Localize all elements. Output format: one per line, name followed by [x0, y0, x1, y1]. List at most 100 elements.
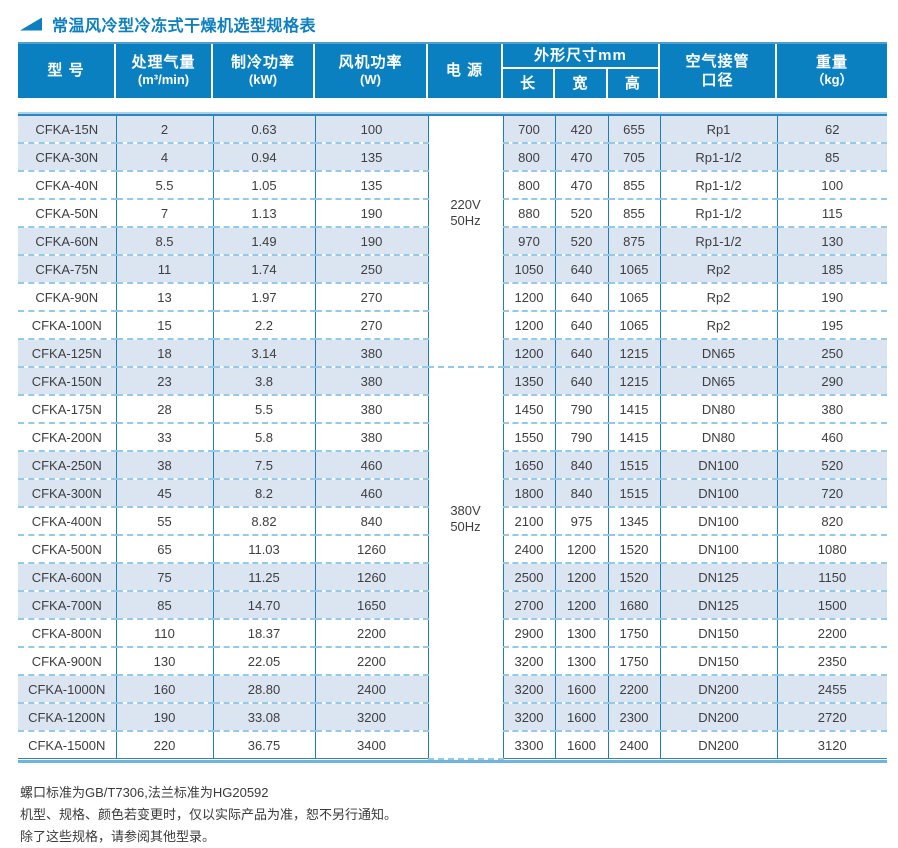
fan-cell: 135 [315, 171, 429, 200]
dimensions-subheaders: 长 宽 高 [503, 69, 658, 98]
fan-cell: 380 [315, 367, 429, 396]
airflow-cell: 8.5 [116, 227, 214, 256]
pipe-cell: Rp1-1/2 [660, 227, 778, 256]
col-header-pipe-label1: 空气接管 [685, 52, 750, 70]
height-cell: 705 [608, 143, 661, 172]
model-cell: CFKA-900N [18, 647, 117, 676]
pipe-cell: DN65 [660, 367, 778, 396]
col-header-model-label: 型 号 [47, 62, 85, 80]
width-cell: 790 [555, 395, 609, 424]
length-cell: 2900 [503, 619, 556, 648]
weight-cell: 1080 [777, 535, 887, 564]
table-row: CFKA-300N 45 8.2 460 1800 840 1515 DN100 720 [18, 479, 887, 508]
weight-cell: 250 [777, 339, 887, 368]
pipe-cell: DN125 [660, 591, 778, 620]
height-cell: 1065 [608, 311, 661, 340]
width-cell: 1600 [555, 703, 609, 732]
fan-cell: 190 [315, 199, 429, 228]
height-cell: 1215 [608, 339, 661, 368]
table-row: CFKA-400N 55 8.82 840 2100 975 1345 DN100 820 [18, 507, 887, 536]
model-cell: CFKA-50N [18, 199, 117, 228]
cooling-cell: 0.63 [213, 115, 316, 144]
weight-cell: 85 [777, 143, 887, 172]
airflow-cell: 15 [116, 311, 214, 340]
power-supply-label: 220V [450, 197, 481, 212]
spec-table-area: 型 号 处理气量 (m³/min) 制冷功率 (kW) 风机功率 (W) 电 源… [18, 42, 887, 763]
weight-cell: 2455 [777, 675, 887, 704]
weight-cell: 100 [777, 171, 887, 200]
fan-cell: 3400 [315, 731, 429, 759]
model-cell: CFKA-175N [18, 395, 117, 424]
footnote-catalog: 除了这些规格，请参阅其他型录。 [20, 828, 216, 844]
pipe-cell: DN200 [660, 731, 778, 759]
fan-cell: 460 [315, 479, 429, 508]
airflow-cell: 28 [116, 395, 214, 424]
airflow-cell: 7 [116, 199, 214, 228]
col-header-fan-unit: (W) [360, 72, 381, 88]
model-cell: CFKA-700N [18, 591, 117, 620]
cooling-cell: 18.37 [213, 619, 316, 648]
height-cell: 2400 [608, 731, 661, 759]
cooling-cell: 11.03 [213, 535, 316, 564]
fan-cell: 190 [315, 227, 429, 256]
pipe-cell: DN80 [660, 423, 778, 452]
height-cell: 1750 [608, 647, 661, 676]
model-cell: CFKA-100N [18, 311, 117, 340]
cooling-cell: 1.13 [213, 199, 316, 228]
weight-cell: 460 [777, 423, 887, 452]
airflow-cell: 190 [116, 703, 214, 732]
cooling-cell: 28.80 [213, 675, 316, 704]
table-row: CFKA-90N 13 1.97 270 1200 640 1065 Rp2 190 [18, 283, 887, 312]
width-cell: 1200 [555, 591, 609, 620]
col-header-power-label: 电 源 [445, 62, 484, 80]
width-cell: 470 [555, 143, 609, 172]
power-supply-cell: 220V 50Hz [428, 115, 504, 368]
model-cell: CFKA-15N [18, 115, 117, 144]
table-header: 型 号 处理气量 (m³/min) 制冷功率 (kW) 风机功率 (W) 电 源… [18, 42, 887, 98]
col-header-model: 型 号 [18, 44, 116, 98]
cooling-cell: 33.08 [213, 703, 316, 732]
col-header-pipe: 空气接管 口径 [660, 44, 777, 98]
table-row: CFKA-800N 110 18.37 2200 2900 1300 1750 DN150 22… [18, 619, 887, 648]
pipe-cell: DN65 [660, 339, 778, 368]
cooling-cell: 3.8 [213, 367, 316, 396]
power-supply-label: 50Hz [450, 518, 481, 534]
model-cell: CFKA-90N [18, 283, 117, 312]
table-row: CFKA-900N 130 22.05 2200 3200 1300 1750 DN150 23… [18, 647, 887, 676]
table-row: CFKA-60N 8.5 1.49 190 970 520 875 Rp1-1/2 130 [18, 227, 887, 256]
height-cell: 1215 [608, 367, 661, 396]
length-cell: 1550 [503, 423, 556, 452]
weight-cell: 62 [777, 115, 887, 144]
col-header-fan: 风机功率 (W) [315, 44, 428, 98]
pipe-cell: DN200 [660, 675, 778, 704]
weight-cell: 195 [777, 311, 887, 340]
table-row: CFKA-100N 15 2.2 270 1200 640 1065 Rp2 195 [18, 311, 887, 340]
height-cell: 1515 [608, 451, 661, 480]
power-supply-label: 380V [450, 502, 481, 518]
cooling-cell: 0.94 [213, 143, 316, 172]
table-row: CFKA-175N 28 5.5 380 1450 790 1415 DN80 380 [18, 395, 887, 424]
pipe-cell: DN200 [660, 703, 778, 732]
pipe-cell: DN100 [660, 451, 778, 480]
col-header-cooling-label: 制冷功率 [230, 53, 295, 71]
model-cell: CFKA-200N [18, 423, 117, 452]
fan-cell: 100 [315, 115, 429, 144]
fan-cell: 840 [315, 507, 429, 536]
length-cell: 3200 [503, 647, 556, 676]
weight-cell: 520 [777, 451, 887, 480]
weight-cell: 130 [777, 227, 887, 256]
pipe-cell: Rp2 [660, 311, 778, 340]
col-header-dimensions: 外形尺寸mm 长 宽 高 [503, 44, 660, 98]
model-cell: CFKA-1200N [18, 703, 117, 732]
fan-cell: 380 [315, 395, 429, 424]
model-cell: CFKA-400N [18, 507, 117, 536]
cooling-cell: 22.05 [213, 647, 316, 676]
table-row: CFKA-200N 33 5.8 380 1550 790 1415 DN80 460 [18, 423, 887, 452]
table-row: CFKA-75N 11 1.74 250 1050 640 1065 Rp2 185 [18, 255, 887, 284]
model-cell: CFKA-150N [18, 367, 117, 396]
col-header-cooling-unit: (kW) [248, 72, 278, 88]
fan-cell: 135 [315, 143, 429, 172]
cooling-cell: 8.82 [213, 507, 316, 536]
footnotes: 螺口标准为GB/T7306,法兰标准为HG20592 机型、规格、颜色若变更时，… [20, 782, 898, 848]
length-cell: 3200 [503, 675, 556, 704]
